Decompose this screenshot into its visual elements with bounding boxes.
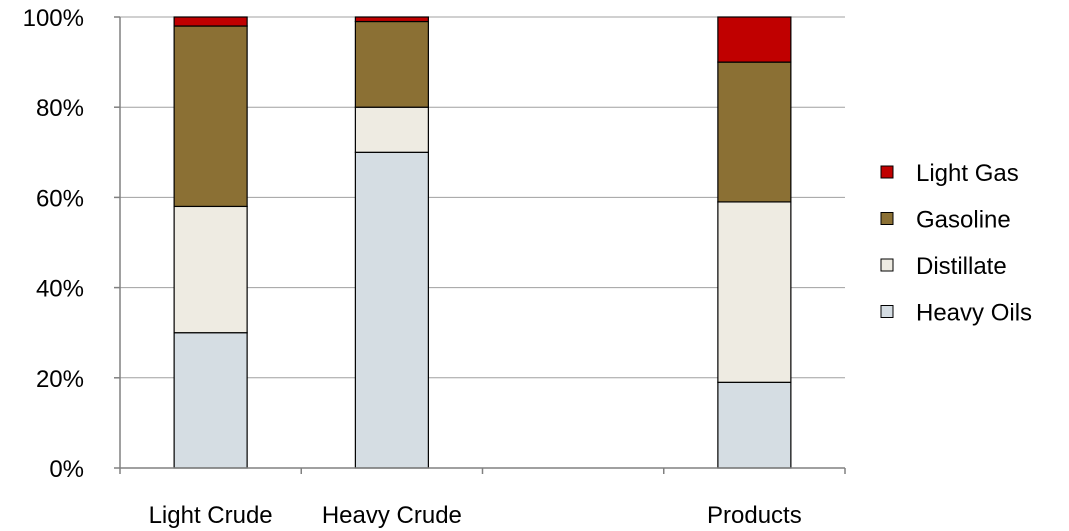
bar-light-crude-distillate <box>173 205 248 334</box>
bars <box>173 16 792 469</box>
legend-item-gasoline: Gasoline <box>880 207 1011 234</box>
y-tick-label: 0% <box>49 456 84 483</box>
axes <box>114 16 846 474</box>
bar-heavy-crude-distillate <box>354 106 429 153</box>
legend-swatch-light-gas <box>880 165 894 179</box>
legend-swatch-gasoline <box>880 212 894 225</box>
x-tick-label-heavy-crude: Heavy Crude <box>322 502 462 529</box>
legend-item-light-gas: Light Gas <box>880 160 1019 187</box>
bar-products-distillate <box>717 201 792 383</box>
x-tick-labels: Light Crude Heavy Crude Products <box>149 502 802 529</box>
legend: Light Gas Gasoline Distillate Heavy Oils <box>880 160 1032 327</box>
legend-label-distillate: Distillate <box>916 253 1007 280</box>
x-tick-label-products: Products <box>707 502 802 529</box>
bar-light-crude-light-gas <box>173 16 248 27</box>
legend-label-heavy-oils: Heavy Oils <box>916 300 1032 327</box>
bar-products-light-gas <box>717 16 792 63</box>
y-tick-label: 100% <box>23 5 84 32</box>
legend-label-light-gas: Light Gas <box>916 160 1019 187</box>
y-tick-label: 80% <box>36 95 84 122</box>
bar-light-crude-gasoline <box>173 25 248 208</box>
legend-label-gasoline: Gasoline <box>916 207 1011 234</box>
bar-heavy-crude-gasoline <box>354 20 429 108</box>
legend-swatch-heavy-oils <box>880 305 894 318</box>
bar-heavy-crude-heavy-oils <box>354 151 429 469</box>
bar-products-heavy-oils <box>717 381 792 469</box>
legend-item-heavy-oils: Heavy Oils <box>880 300 1032 327</box>
bar-light-crude-heavy-oils <box>173 332 248 469</box>
legend-swatch-distillate <box>880 258 894 272</box>
y-tick-label: 60% <box>36 185 84 212</box>
x-tick-label-light-crude: Light Crude <box>149 502 273 529</box>
bar-products-gasoline <box>717 61 792 203</box>
bar-heavy-crude-light-gas <box>354 16 429 23</box>
y-tick-label: 40% <box>36 276 84 303</box>
legend-item-distillate: Distillate <box>880 253 1007 280</box>
y-tick-labels: 0% 20% 40% 60% 80% 100% <box>23 5 84 483</box>
y-tick-label: 20% <box>36 366 84 393</box>
